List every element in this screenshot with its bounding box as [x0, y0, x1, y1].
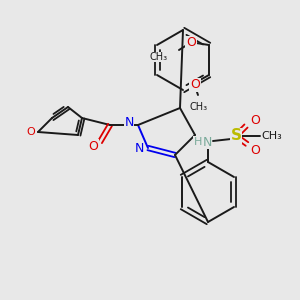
Text: O: O	[190, 79, 200, 92]
Text: N: N	[134, 142, 144, 154]
Text: N: N	[202, 136, 212, 148]
Text: O: O	[250, 143, 260, 157]
Text: S: S	[230, 128, 242, 143]
Text: N: N	[124, 116, 134, 130]
Text: O: O	[27, 127, 35, 137]
Text: O: O	[250, 113, 260, 127]
Text: CH₃: CH₃	[262, 131, 282, 141]
Text: O: O	[186, 37, 196, 50]
Text: CH₃: CH₃	[190, 102, 208, 112]
Text: O: O	[88, 140, 98, 152]
Text: CH₃: CH₃	[150, 52, 168, 62]
Text: H: H	[194, 137, 202, 147]
